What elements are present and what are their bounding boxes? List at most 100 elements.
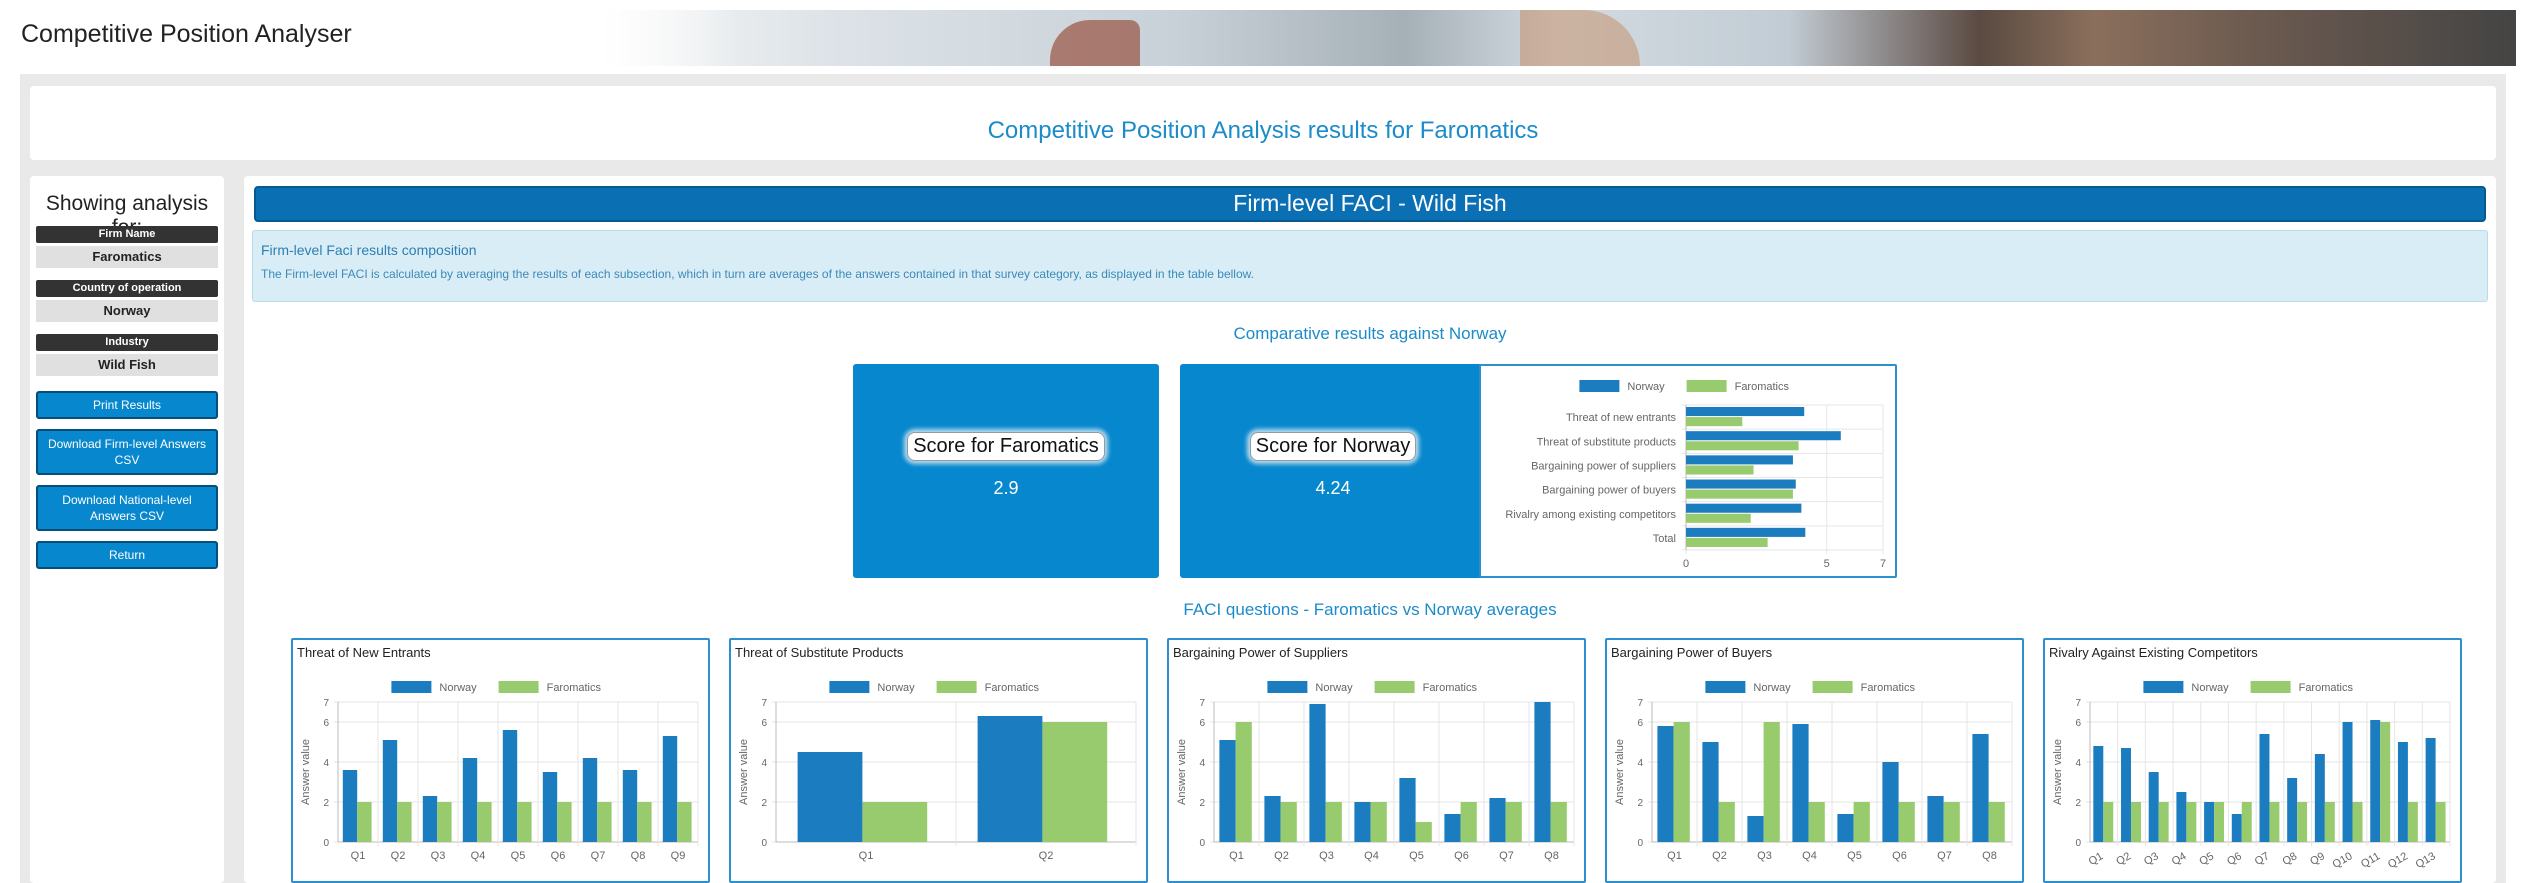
bar-faromatics [2407, 802, 2418, 842]
x-tick-label: Q4 [2170, 850, 2189, 868]
x-tick-label: Q6 [551, 850, 566, 862]
chart-svg: Norway Faromatics 0 2 4 6 7 Answer value Q1 Q2 Q3 Q… [300, 681, 699, 862]
y-tick-label: 6 [2075, 718, 2081, 729]
bar-faromatics [1460, 802, 1477, 842]
legend-label: Norway [1315, 682, 1353, 694]
title-panel: Competitive Position Analysis results fo… [30, 86, 2496, 160]
bar-norway [2259, 734, 2270, 842]
x-tick-label: Q1 [2087, 850, 2106, 868]
bar-faromatics [1718, 802, 1735, 842]
bar-norway [622, 770, 638, 842]
category-label: Threat of substitute products [1537, 436, 1677, 448]
x-tick-label: Q5 [1409, 850, 1424, 862]
y-axis-title: Answer value [1176, 739, 1188, 805]
bar-faromatics [1988, 802, 2005, 842]
info-text: The Firm-level FACI is calculated by ave… [261, 267, 1254, 281]
app-header: Competitive Position Analyser [0, 0, 2526, 68]
industry-value: Wild Fish [36, 354, 218, 376]
x-tick-label: Q3 [431, 850, 446, 862]
chart-svg: Norway Faromatics 0 2 4 6 7 Answer value Q1 Q2 Q3 Q… [1176, 681, 1575, 862]
x-tick-label: Q7 [2253, 850, 2272, 868]
bar-norway [2397, 742, 2408, 842]
x-tick-label: 5 [1824, 558, 1830, 570]
y-tick-label: 0 [323, 838, 329, 849]
bar-norway [1309, 704, 1326, 842]
download-national-csv-button[interactable]: Download National-level Answers CSV [36, 485, 218, 531]
bar-faromatics [2214, 802, 2225, 842]
y-tick-label: 4 [2075, 758, 2081, 769]
return-button[interactable]: Return [36, 541, 218, 569]
y-axis-title: Answer value [1614, 739, 1626, 805]
y-tick-label: 7 [1199, 698, 1205, 709]
country-value: Norway [36, 300, 218, 322]
download-firm-csv-button[interactable]: Download Firm-level Answers CSV [36, 429, 218, 475]
x-tick-label: Q2 [1039, 850, 1054, 862]
bar-faromatics [397, 802, 412, 842]
x-tick-label: Q1 [1229, 850, 1244, 862]
info-title: Firm-level Faci results composition [261, 242, 477, 258]
score-country-label: Score for Norway [1249, 432, 1417, 461]
x-tick-label: Q8 [1982, 850, 1997, 862]
y-tick-label: 2 [323, 798, 329, 809]
bar-norway [1686, 431, 1841, 441]
bar-faromatics [2103, 802, 2114, 842]
bar-faromatics [437, 802, 452, 842]
print-results-button[interactable]: Print Results [36, 391, 218, 419]
bar-faromatics [637, 802, 652, 842]
bar-norway [1702, 742, 1719, 842]
faci-questions-title: FACI questions - Faromatics vs Norway av… [1183, 600, 1557, 619]
x-tick-label: Q1 [1667, 850, 1682, 862]
category-label: Threat of new entrants [1566, 412, 1677, 424]
chart-svg: Norway Faromatics 0 2 4 6 7 Answer value Q1 Q2 Q3 Q… [2052, 681, 2451, 871]
legend-label: Norway [2191, 682, 2229, 694]
x-tick-label: Q2 [1274, 850, 1289, 862]
category-label: Bargaining power of buyers [1542, 485, 1676, 497]
y-tick-label: 4 [761, 758, 767, 769]
industry-label: Industry [36, 334, 218, 351]
score-firm-value: 2.9 [993, 478, 1019, 498]
y-tick-label: 2 [761, 798, 767, 809]
bar-faromatics [2186, 802, 2197, 842]
bar-norway [422, 796, 438, 842]
bar-faromatics [1235, 722, 1252, 842]
bar-faromatics [1370, 802, 1387, 842]
x-tick-label: Q9 [671, 850, 686, 862]
chart-svg: Norway Faromatics 0 2 4 6 7 Answer value Q1 Q2 [738, 681, 1137, 862]
x-tick-label: Q7 [591, 850, 606, 862]
x-tick-label: 0 [1683, 558, 1689, 570]
bar-faromatics [2380, 722, 2391, 842]
x-tick-label: Q13 [2414, 850, 2438, 871]
bar-faromatics [2241, 802, 2252, 842]
bar-faromatics [1042, 722, 1108, 842]
page-title: Competitive Position Analysis results fo… [987, 117, 1539, 144]
x-tick-label: Q5 [2197, 850, 2216, 868]
chart-title: Rivalry Against Existing Competitors [2049, 645, 2258, 660]
x-tick-label: Q12 [2386, 850, 2410, 871]
bar-faromatics [1808, 802, 1825, 842]
x-tick-label: Q6 [1454, 850, 1469, 862]
bar-faromatics [1325, 802, 1342, 842]
y-tick-label: 4 [323, 758, 329, 769]
x-tick-label: Q8 [631, 850, 646, 862]
bar-norway [1219, 740, 1236, 842]
bar-faromatics [2158, 802, 2169, 842]
y-tick-label: 0 [1199, 838, 1205, 849]
x-tick-label: Q3 [1319, 850, 1334, 862]
y-tick-label: 4 [1199, 758, 1205, 769]
chart-title: Threat of Substitute Products [735, 645, 904, 660]
chart-bargaining-power-suppliers: Bargaining Power of Suppliers Norway Faro… [1167, 638, 1586, 883]
sidebar: Showing analysis for: Firm Name Faromati… [30, 176, 224, 883]
legend-swatch-norway [1705, 681, 1746, 693]
bar-norway [2287, 778, 2298, 842]
chart-bargaining-power-buyers: Bargaining Power of Buyers Norway Faromat… [1605, 638, 2024, 883]
bar-norway [1489, 798, 1506, 842]
y-tick-label: 6 [1637, 718, 1643, 729]
chart-title: Threat of New Entrants [297, 645, 431, 660]
bar-norway [1534, 702, 1551, 842]
y-tick-label: 2 [1199, 798, 1205, 809]
bar-faromatics [557, 802, 572, 842]
category-label: Rivalry among existing competitors [1505, 509, 1676, 521]
y-tick-label: 7 [1637, 698, 1643, 709]
bar-faromatics [1686, 513, 1751, 523]
